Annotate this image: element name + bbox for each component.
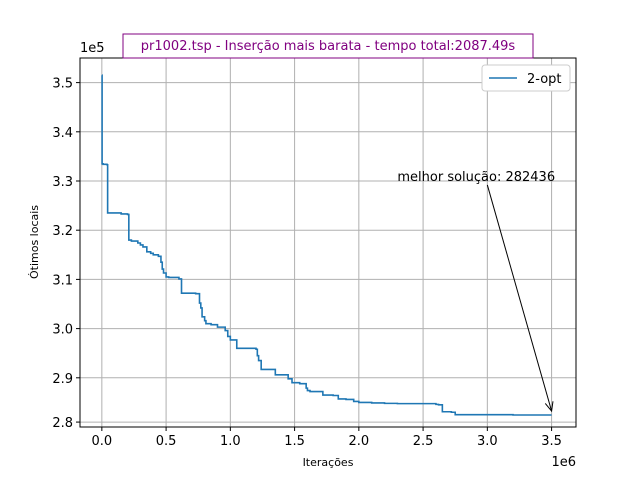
annotation: melhor solução: 282436	[397, 170, 555, 413]
x-tick-label: 0.5	[156, 434, 177, 449]
y-offset-label: 1e5	[80, 41, 105, 56]
chart-title: pr1002.tsp - Inserção mais barata - temp…	[122, 33, 534, 59]
x-tick-label: 2.5	[413, 434, 434, 449]
series-layer	[101, 74, 552, 416]
y-tick-label: 3.0	[52, 323, 73, 338]
x-tick-label: 3.5	[541, 434, 562, 449]
y-tick-label: 3.5	[52, 77, 73, 92]
annotation-arrow	[486, 184, 553, 412]
y-tick-label: 3.3	[52, 175, 73, 190]
x-tick-label: 0.0	[92, 434, 113, 449]
ticks: 0.0 0.5 1.0 1.5 2.0 2.5 3.0 3.5 2.8 2.9 3.0 3.1 3.2 3…	[52, 77, 562, 449]
title-box	[122, 33, 534, 59]
grid	[80, 58, 576, 427]
y-axis-label: Ótimos locais	[28, 205, 41, 279]
y-tick-label: 3.1	[52, 273, 73, 288]
y-tick-label: 2.9	[52, 372, 73, 387]
annotation-arrowhead	[544, 401, 554, 413]
legend-box	[481, 64, 571, 92]
y-tick-label: 2.8	[52, 416, 73, 431]
y-tick-label: 3.4	[52, 126, 73, 141]
x-offset-label: 1e6	[551, 455, 576, 470]
x-tick-label: 2.0	[348, 434, 369, 449]
x-tick-label: 3.0	[477, 434, 498, 449]
legend: 2-opt	[481, 64, 571, 92]
legend-label: 2-opt	[527, 72, 562, 87]
x-axis-label: Iterações	[303, 456, 354, 469]
series-line-2-opt	[101, 74, 552, 416]
y-tick-label: 3.2	[52, 224, 73, 239]
annotation-text: melhor solução: 282436	[397, 170, 555, 185]
title-text: pr1002.tsp - Inserção mais barata - temp…	[141, 39, 516, 54]
x-tick-label: 1.0	[220, 434, 241, 449]
x-tick-label: 1.5	[284, 434, 305, 449]
